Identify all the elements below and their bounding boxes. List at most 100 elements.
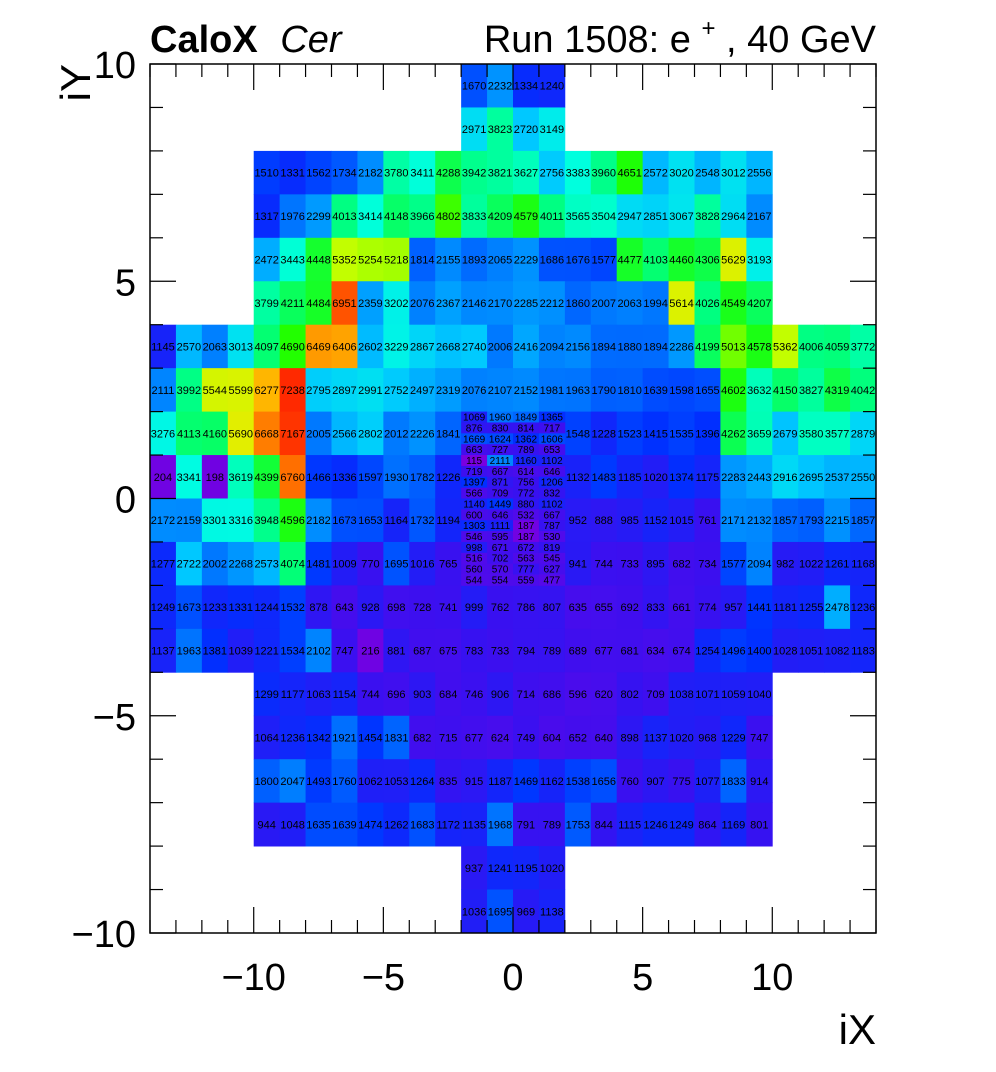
heatmap-cell bbox=[513, 672, 540, 717]
heatmap-cell-label: 1177 bbox=[281, 689, 305, 701]
heatmap-cell bbox=[461, 759, 488, 804]
heatmap-cell bbox=[279, 498, 306, 543]
heatmap-cell bbox=[772, 541, 799, 586]
heatmap-cell bbox=[746, 411, 773, 456]
heatmap-cell bbox=[720, 237, 747, 282]
heatmap-cell-label: 1760 bbox=[332, 776, 356, 788]
heatmap-cell bbox=[590, 759, 618, 804]
heatmap-cell-label: 1175 bbox=[696, 472, 720, 484]
heatmap-cell bbox=[305, 759, 332, 804]
heatmap-cell-label: 1020 bbox=[669, 732, 693, 744]
heatmap-cell bbox=[435, 498, 462, 543]
heatmap-cell bbox=[513, 194, 540, 239]
heatmap-cell-label: 3580 bbox=[799, 428, 823, 440]
heatmap-cell bbox=[616, 498, 644, 543]
axis-ticks: −10 −5 0 5 10 −10 −5 0 5 10 bbox=[72, 45, 877, 999]
heatmap-cell-label: 2971 bbox=[462, 124, 486, 136]
heatmap-cell-label: 3659 bbox=[747, 428, 771, 440]
heatmap-cell bbox=[461, 672, 488, 717]
heatmap-cell bbox=[720, 324, 747, 369]
heatmap-cell bbox=[487, 759, 514, 804]
heatmap-cell bbox=[305, 194, 332, 239]
heatmap-cell bbox=[487, 368, 514, 412]
heatmap-cell bbox=[253, 237, 281, 282]
heatmap-cell-label: 2102 bbox=[306, 646, 330, 658]
heatmap-cell-label: 604 bbox=[543, 732, 561, 744]
heatmap-cell bbox=[435, 585, 462, 630]
heatmap-cell-label: 614 bbox=[518, 467, 535, 478]
heatmap-cell-label: 2285 bbox=[514, 298, 538, 310]
heatmap-cell-label: 898 bbox=[621, 732, 639, 744]
heatmap-cell-label: 1206 bbox=[541, 478, 564, 489]
heatmap-cell-label: 3202 bbox=[384, 298, 408, 310]
heatmap-cell-label: 1138 bbox=[540, 906, 564, 918]
heatmap-cell bbox=[564, 541, 592, 586]
heatmap-cell-label: 4199 bbox=[695, 341, 719, 353]
heatmap-cell-label: 2155 bbox=[436, 255, 460, 267]
heatmap-cell-label: 985 bbox=[621, 515, 639, 527]
heatmap-cell bbox=[513, 531, 540, 543]
heatmap-cell-label: 3229 bbox=[384, 341, 408, 353]
heatmap-cell-label: 1381 bbox=[203, 646, 227, 658]
heatmap-cell-label: 2573 bbox=[254, 559, 278, 571]
heatmap-cell-label: 1994 bbox=[643, 298, 667, 310]
heatmap-cell bbox=[746, 324, 773, 369]
heatmap-cell-label: 7167 bbox=[280, 428, 304, 440]
heatmap-cell bbox=[538, 411, 566, 423]
heatmap-cell-label: 1331 bbox=[280, 168, 304, 180]
heatmap-cell-label: 4578 bbox=[747, 341, 771, 353]
heatmap-cell-label: 1255 bbox=[799, 602, 823, 614]
heatmap-cell-label: 937 bbox=[465, 863, 483, 875]
heatmap-cell-label: 627 bbox=[544, 565, 561, 576]
heatmap-cell bbox=[279, 237, 306, 282]
heatmap-cell bbox=[331, 585, 358, 630]
heatmap-cell-label: 801 bbox=[750, 819, 768, 831]
heatmap-cell bbox=[331, 324, 358, 369]
heatmap-cell-label: 746 bbox=[465, 689, 483, 701]
heatmap-cell-label: 1469 bbox=[514, 776, 538, 788]
heatmap-cell-label: 2548 bbox=[695, 168, 719, 180]
heatmap-cell bbox=[538, 889, 566, 934]
heatmap-cell bbox=[564, 802, 592, 847]
heatmap-cell bbox=[409, 281, 436, 326]
heatmap-cell bbox=[175, 541, 203, 586]
heatmap-cell-label: 749 bbox=[517, 732, 535, 744]
heatmap-cell-label: 2497 bbox=[410, 385, 434, 397]
heatmap-cell bbox=[253, 150, 281, 195]
heatmap-cell-label: 2146 bbox=[462, 298, 486, 310]
heatmap-cell bbox=[538, 628, 566, 673]
heatmap-cell bbox=[564, 585, 592, 630]
heatmap-cell-label: 3992 bbox=[177, 385, 201, 397]
heatmap-cell bbox=[538, 498, 566, 510]
heatmap-cell bbox=[409, 715, 436, 760]
heatmap-cell bbox=[461, 552, 488, 565]
heatmap-cell bbox=[642, 498, 669, 543]
heatmap-cell-label: 1800 bbox=[254, 776, 278, 788]
x-tick-label: 0 bbox=[502, 957, 523, 999]
heatmap-cell-label: 1683 bbox=[410, 819, 434, 831]
heatmap-cell-label: 2156 bbox=[566, 341, 590, 353]
heatmap-cell-label: 2007 bbox=[592, 298, 616, 310]
heatmap-cell-label: 1670 bbox=[462, 81, 486, 93]
heatmap-cell-label: 1137 bbox=[644, 732, 668, 744]
heatmap-cell bbox=[746, 672, 773, 717]
heatmap-cell-label: 895 bbox=[646, 559, 664, 571]
heatmap-cell-label: 928 bbox=[361, 602, 379, 614]
heatmap-cell bbox=[383, 237, 410, 282]
heatmap-cell bbox=[694, 455, 721, 499]
heatmap-cell-label: 3821 bbox=[488, 168, 512, 180]
x-axis-label: iX bbox=[839, 1006, 876, 1053]
heatmap-cell bbox=[590, 194, 618, 239]
heatmap-cell bbox=[850, 628, 877, 673]
heatmap-cell bbox=[331, 802, 358, 847]
heatmap-cell bbox=[487, 411, 514, 423]
heatmap-cell bbox=[850, 498, 877, 543]
heatmap-cell bbox=[305, 715, 332, 760]
heatmap-cell bbox=[435, 368, 462, 412]
heatmap-cell bbox=[383, 194, 410, 239]
heatmap-cell bbox=[642, 672, 669, 717]
heatmap-cell-label: 1135 bbox=[462, 819, 486, 831]
heatmap-cell bbox=[694, 628, 721, 673]
heatmap-cell-label: 2005 bbox=[306, 428, 330, 440]
